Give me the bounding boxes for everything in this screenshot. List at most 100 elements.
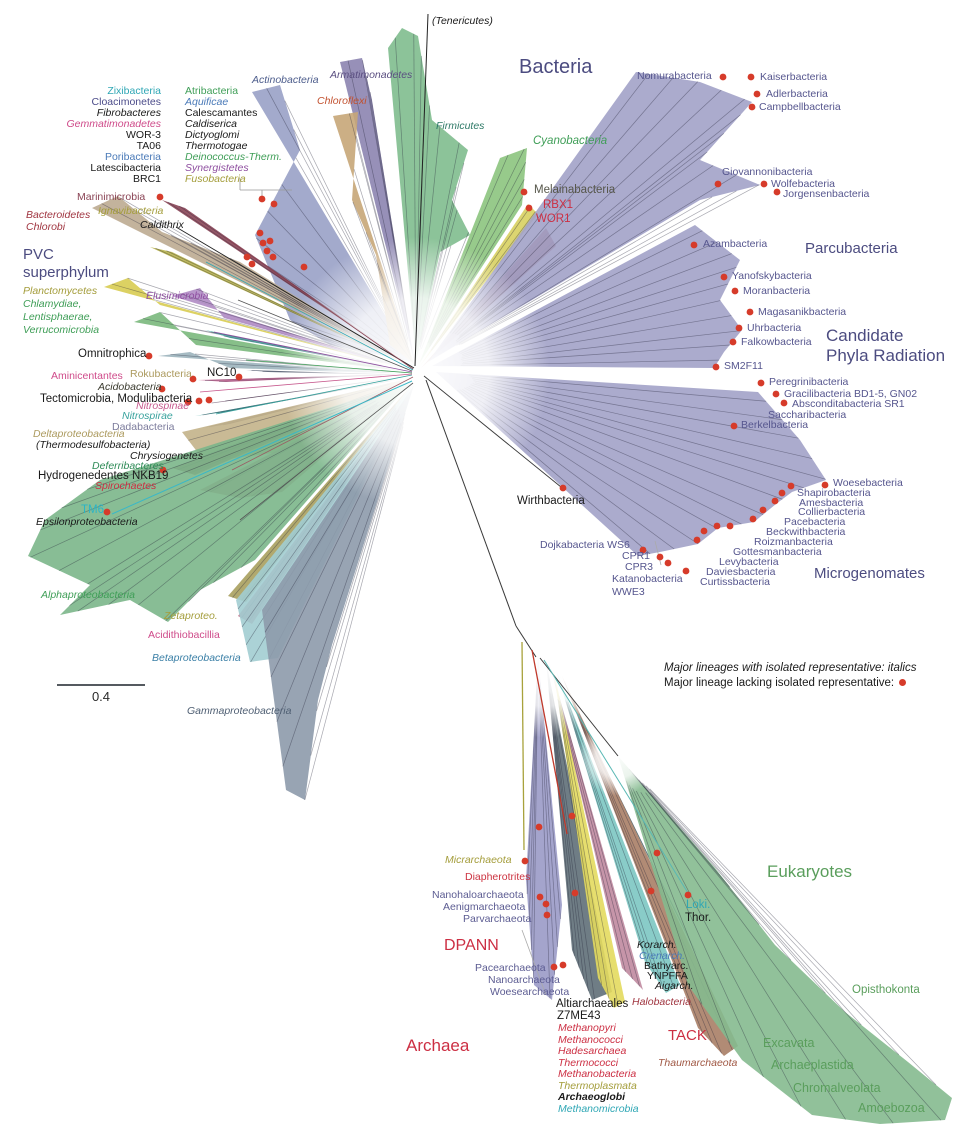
red-dot-marker — [778, 489, 786, 497]
red-dot-markers — [103, 73, 829, 971]
red-dot-marker — [682, 567, 690, 575]
tree-branch-line — [531, 649, 568, 835]
red-dot-marker — [205, 396, 213, 404]
tree-branch-line — [205, 261, 414, 371]
tree-wedge — [553, 667, 625, 1008]
red-dot-marker — [184, 398, 192, 406]
red-dot-marker — [735, 324, 743, 332]
red-dot-marker — [270, 200, 278, 208]
tree-wedge-streak — [559, 700, 619, 1006]
tree-wedge-streak — [638, 779, 826, 994]
red-dot-marker — [771, 497, 779, 505]
red-dot-marker — [700, 527, 708, 535]
red-dot-marker — [639, 546, 647, 554]
red-dot-marker — [731, 287, 739, 295]
tree-branch-line — [425, 379, 517, 627]
red-dot-marker — [248, 260, 256, 268]
red-dot-marker — [535, 823, 543, 831]
red-dot-marker — [243, 253, 251, 261]
red-dot-marker — [693, 536, 701, 544]
tree-wedge-streak — [635, 776, 792, 961]
red-dot-marker — [263, 247, 271, 255]
tree-wedge-streak — [558, 696, 640, 987]
red-dot-marker — [772, 390, 780, 398]
tree-wedge-streak — [626, 780, 703, 1005]
legend-line-dot: Major lineage lacking isolated represent… — [664, 677, 895, 689]
red-dot-marker — [647, 887, 655, 895]
tree-branch-line — [543, 659, 689, 894]
red-dot-marker — [269, 253, 277, 261]
tree-wedge-streak — [538, 690, 551, 999]
tree-wedge-streak — [628, 768, 730, 888]
red-dot-marker — [568, 812, 576, 820]
tree-branch-line — [225, 237, 414, 370]
red-dot-marker — [749, 515, 757, 523]
tree-wedge — [618, 756, 952, 1124]
scale-bar: 0.4 — [57, 684, 145, 704]
tree-wedge — [388, 28, 470, 362]
red-dot-marker — [156, 193, 164, 201]
red-dot-marker — [521, 857, 529, 865]
tree-wedge-streak — [645, 792, 894, 1124]
tree-wedge — [333, 112, 414, 364]
tree-wedge-streak — [628, 784, 731, 1044]
red-dot-marker — [300, 263, 308, 271]
red-dot-marker — [259, 239, 267, 247]
red-dot-marker — [712, 363, 720, 371]
tree-wedge-streak — [549, 691, 585, 980]
tree-wedge-streak — [642, 782, 862, 1026]
red-dot-marker — [747, 73, 755, 81]
red-dot-marker — [189, 375, 197, 383]
red-dot-marker — [543, 911, 551, 919]
tree-wedge — [104, 278, 409, 370]
red-dot-marker — [773, 188, 781, 196]
tree-wedges — [28, 28, 952, 1124]
archaea-junction-fade — [475, 598, 615, 738]
red-dot-marker — [760, 180, 768, 188]
tree-branch-line — [231, 376, 414, 471]
tree-branch-line — [239, 382, 414, 521]
red-dot-marker — [158, 385, 166, 393]
red-dot-marker — [757, 379, 765, 387]
tree-branch-line — [245, 359, 413, 374]
red-dot-marker — [656, 553, 664, 561]
tree-wedge-streak — [645, 785, 900, 1055]
red-dot-marker — [821, 481, 829, 489]
red-dot-marker — [753, 90, 761, 98]
scale-bar-value: 0.4 — [91, 689, 111, 704]
red-dot-marker — [714, 180, 722, 188]
tree-wedge-streak — [557, 698, 602, 985]
tree-wedge-streak — [557, 695, 633, 980]
tree-wedge-streak — [650, 792, 942, 1121]
red-dot-marker — [748, 103, 756, 111]
tree-branch-line — [175, 226, 415, 369]
red-dot-marker — [542, 900, 550, 908]
tree-branch-line — [521, 929, 547, 996]
red-dot-marker — [684, 891, 692, 899]
tree-branch-line — [423, 375, 562, 488]
tree-branch-line — [654, 540, 662, 566]
tree-wedge — [172, 288, 410, 370]
red-dot-marker — [258, 195, 266, 203]
tree-wedge-streak — [549, 693, 589, 991]
red-dot-marker — [729, 338, 737, 346]
tree-branch-line — [237, 299, 413, 372]
red-dot-marker — [266, 237, 274, 245]
red-dot-marker — [520, 188, 528, 196]
root-fade — [280, 237, 550, 507]
red-dot-marker — [256, 229, 264, 237]
legend-line-italic: Major lineages with isolated representat… — [664, 662, 917, 674]
red-dot-marker — [664, 559, 672, 567]
tree-branch-line — [521, 641, 525, 851]
red-dot-marker — [145, 352, 153, 360]
tree-branch-line — [111, 380, 413, 515]
tree-wedge — [252, 85, 413, 362]
scale-bar-line — [57, 684, 145, 686]
red-dot-marker — [653, 849, 661, 857]
red-dot-marker — [159, 466, 167, 474]
tree-wedge — [550, 664, 643, 990]
red-dot-marker — [525, 204, 533, 212]
red-dot-marker — [559, 484, 567, 492]
tree-wedge-streak — [640, 792, 846, 1120]
